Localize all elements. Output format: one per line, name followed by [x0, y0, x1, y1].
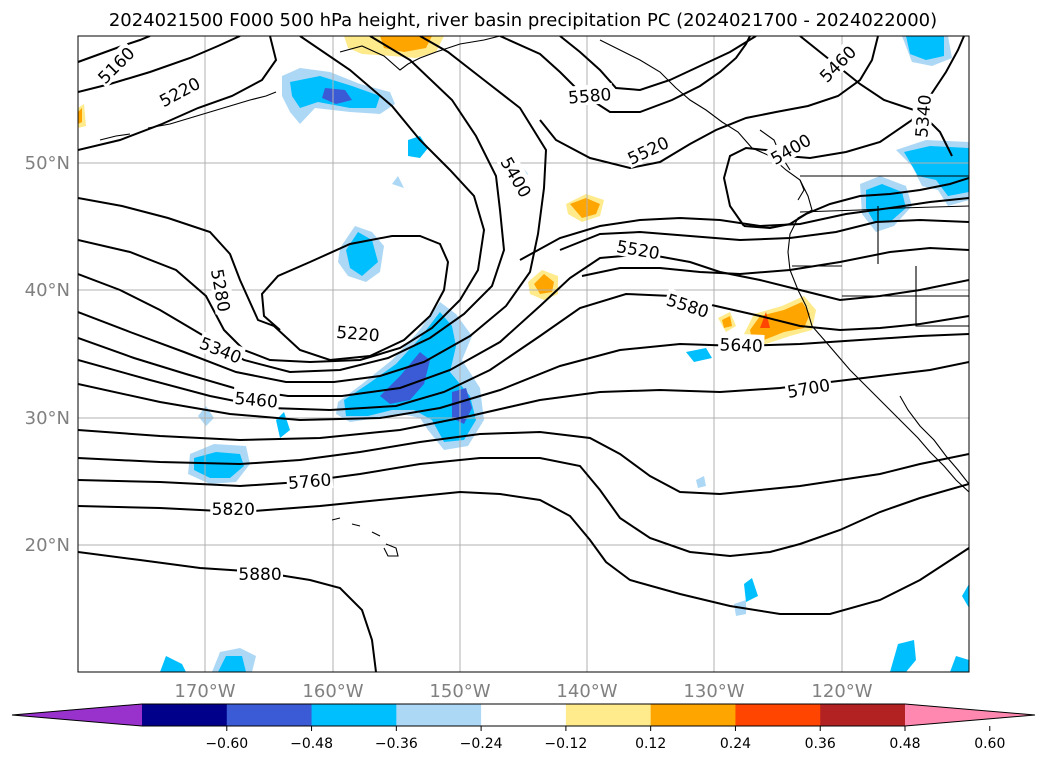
contour-label-text: 5760 — [287, 470, 332, 494]
contour-label: 5820 — [210, 498, 257, 520]
contour-label-bg — [613, 234, 663, 263]
colorbar-tick-label: −0.48 — [290, 736, 333, 752]
lat-tick-label: 20°N — [25, 535, 70, 556]
colorbar-segment — [650, 704, 736, 726]
lon-tick-label: 130°W — [683, 681, 744, 702]
contour-label-bg — [717, 333, 765, 355]
contour-label-text: 5580 — [567, 85, 612, 109]
contour-label-bg — [210, 498, 257, 519]
colorbar-segment — [565, 704, 652, 726]
lon-tick-label: 150°W — [429, 681, 490, 702]
lon-tick-label: 170°W — [174, 681, 235, 702]
contour-label-bg — [154, 71, 205, 111]
contour-label-bg — [565, 82, 614, 107]
contour-label-bg — [285, 468, 334, 493]
contour-label: 5880 — [237, 563, 283, 585]
map-panel: 5160522054005580552054605340540055205280… — [77, 35, 970, 673]
colorbar-tick-label: 0.24 — [720, 736, 751, 752]
contour-label-text: 5340 — [912, 94, 936, 139]
contour-label-text: 5880 — [238, 565, 281, 585]
colorbar-extend-max — [905, 704, 1035, 726]
colorbar-tick-label: 0.60 — [974, 736, 1005, 752]
colorbar-segment — [311, 704, 397, 726]
contour-label: 5760 — [285, 468, 334, 494]
colorbar-tick-label: 0.12 — [635, 736, 666, 752]
contour-label: 5700 — [784, 373, 833, 403]
contour-label-bg — [232, 386, 281, 411]
contour-label-text: 5820 — [212, 500, 255, 520]
colorbar-segment — [396, 704, 482, 726]
lat-tick-labels: 50°N 40°N 30°N 20°N — [25, 153, 70, 556]
contour-label: 5460 — [232, 386, 281, 413]
lon-tick-labels: 170°W 160°W 150°W 140°W 130°W 120°W — [174, 681, 872, 702]
contour-label-bg — [207, 265, 236, 315]
contour-label-bg — [813, 39, 861, 87]
colorbar-tick-label: −0.12 — [544, 736, 587, 752]
lon-tick-label: 160°W — [302, 681, 363, 702]
colorbar-tick-label: 0.48 — [889, 736, 920, 752]
lat-tick-label: 50°N — [25, 153, 70, 174]
colorbar-tick-label: −0.24 — [460, 736, 503, 752]
contour-label-bg — [622, 130, 673, 169]
map-frame — [77, 35, 970, 673]
colorbar-segment — [226, 704, 313, 726]
contour-label-bg — [765, 128, 816, 169]
figure-title: 2024021500 F000 500 hPa height, river ba… — [109, 10, 937, 31]
contour-label-bg — [195, 331, 247, 368]
colorbar-segment — [735, 704, 821, 726]
lon-tick-label: 140°W — [556, 681, 617, 702]
lat-tick-label: 30°N — [25, 408, 70, 429]
colorbar-segment — [820, 704, 906, 726]
contour-label: 5340 — [910, 92, 936, 140]
contour-label: 5580 — [565, 82, 614, 109]
contour-label-bg — [784, 373, 833, 402]
gridlines — [78, 36, 969, 672]
contour-label-text: 5220 — [335, 323, 380, 347]
contour-label-bg — [496, 151, 537, 202]
colorbar-segment — [481, 704, 567, 726]
contour-label-bg — [910, 92, 935, 140]
colorbar-tick-label: −0.60 — [205, 736, 248, 752]
contour-label: 5640 — [717, 333, 765, 357]
contour-label-text: 5640 — [719, 335, 763, 356]
contour-label-text: 5460 — [234, 389, 279, 413]
contour-label-bg — [663, 288, 713, 322]
colorbar-tick-label: −0.36 — [375, 736, 418, 752]
contour-label-bg — [237, 563, 283, 584]
contour-label: 5220 — [334, 320, 382, 347]
contour-label-bg — [334, 320, 382, 345]
colorbar-extend-min — [12, 704, 142, 726]
contour-label-bg — [92, 41, 139, 88]
colorbar-segment — [142, 704, 228, 726]
colorbar-outline — [11, 703, 1036, 727]
colorbar-tick-label: 0.36 — [805, 736, 836, 752]
colorbar: −0.60 −0.48 −0.36 −0.24 −0.12 0.12 0.24 0.36 0.4… — [11, 703, 1036, 752]
lat-tick-label: 40°N — [25, 280, 70, 301]
lon-tick-label: 120°W — [811, 681, 872, 702]
